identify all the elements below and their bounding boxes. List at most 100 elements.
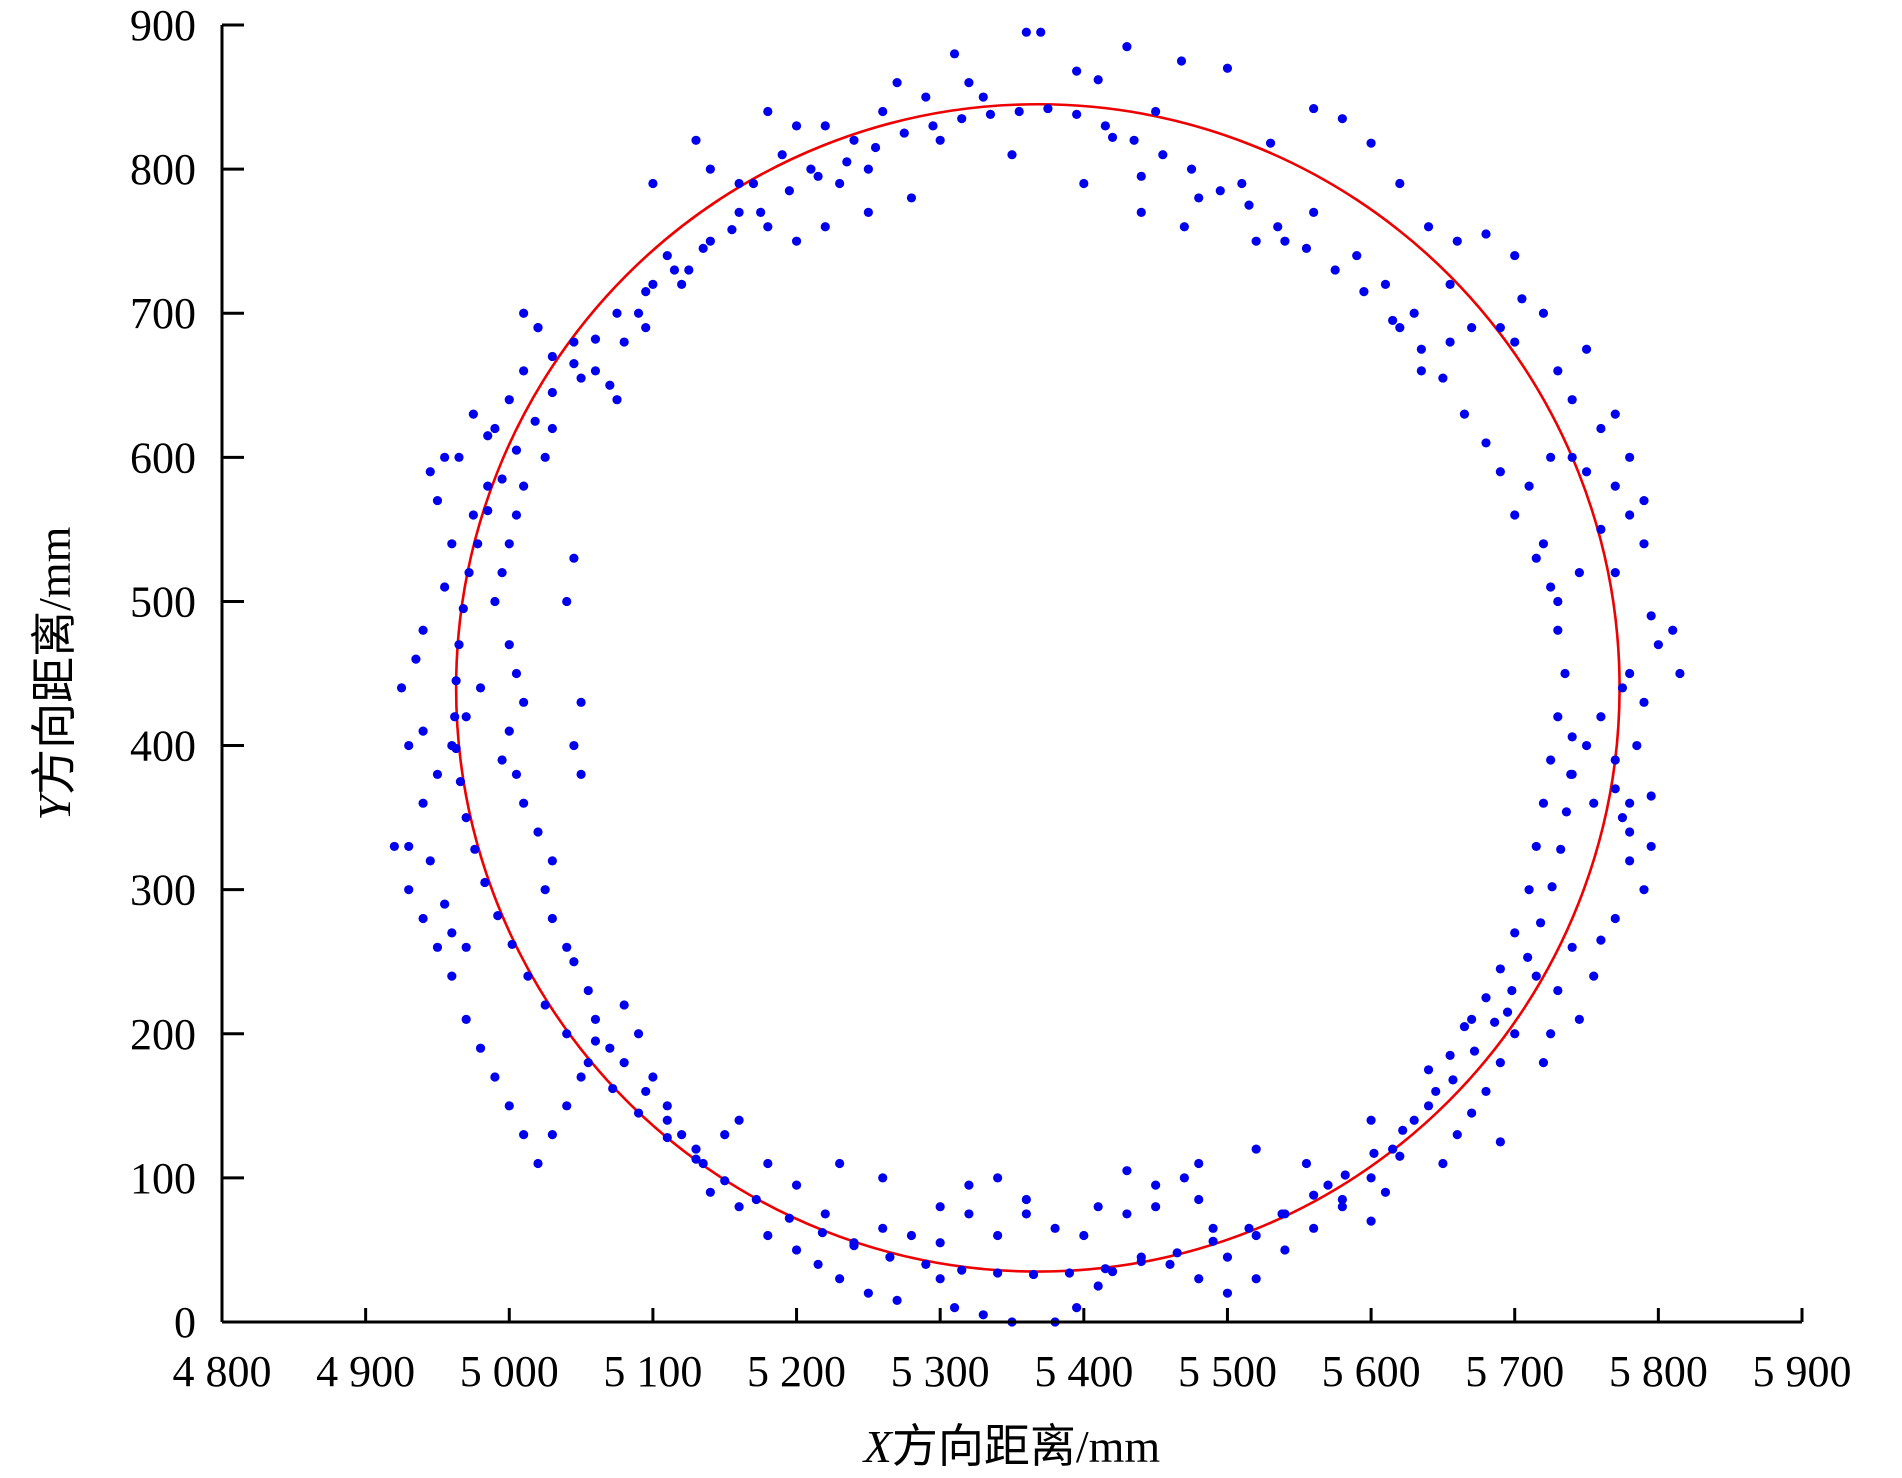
data-point <box>748 178 759 189</box>
data-point <box>964 1209 974 1219</box>
data-point <box>1567 395 1577 405</box>
y-tick-label: 500 <box>130 577 196 626</box>
data-point <box>576 697 586 707</box>
data-point <box>562 1101 572 1111</box>
data-point <box>1535 918 1546 928</box>
data-point <box>1280 1245 1290 1255</box>
y-axis-title-rest: 方向距离/mm <box>29 526 80 795</box>
data-point <box>677 279 687 289</box>
data-point <box>684 265 694 275</box>
data-point <box>985 109 996 119</box>
data-point <box>1251 1230 1261 1241</box>
data-point <box>1151 106 1161 117</box>
data-point <box>569 337 579 347</box>
data-point <box>1546 452 1556 462</box>
data-point <box>669 265 680 275</box>
data-point <box>906 193 917 203</box>
x-axis-title: X方向距离/mm <box>862 1421 1161 1472</box>
data-point <box>1546 755 1556 765</box>
data-point <box>533 323 543 333</box>
data-point <box>1567 732 1577 742</box>
data-point <box>519 697 529 707</box>
data-point <box>583 1058 593 1068</box>
data-point <box>475 683 486 693</box>
data-point <box>820 222 830 232</box>
data-point <box>540 885 550 895</box>
data-point <box>1452 1130 1462 1140</box>
data-point <box>1366 1173 1376 1183</box>
data-point <box>1021 1194 1031 1205</box>
data-point <box>1490 1017 1500 1027</box>
data-point <box>705 164 715 174</box>
data-point <box>1194 1274 1204 1284</box>
data-point <box>605 380 615 390</box>
data-point <box>569 359 579 369</box>
data-point <box>835 1274 845 1284</box>
data-point <box>475 1043 486 1053</box>
data-point <box>440 899 450 909</box>
data-point <box>533 1158 543 1169</box>
data-point <box>849 135 859 145</box>
data-point <box>1122 42 1132 52</box>
data-point <box>1172 1248 1182 1258</box>
data-point <box>396 683 407 693</box>
data-point <box>493 911 503 921</box>
data-point <box>698 243 708 253</box>
data-point <box>1395 323 1405 333</box>
data-point <box>1136 171 1146 181</box>
data-point <box>1151 1180 1161 1190</box>
data-point <box>1553 366 1563 376</box>
data-point <box>662 1101 672 1111</box>
data-point <box>404 841 414 852</box>
data-point <box>418 625 428 635</box>
data-point <box>1280 236 1290 246</box>
data-point <box>1675 668 1685 679</box>
data-point <box>662 1115 672 1125</box>
data-point <box>1179 1173 1189 1183</box>
data-point <box>763 1158 773 1169</box>
data-point <box>734 1202 744 1212</box>
data-point <box>1596 712 1606 722</box>
data-point <box>519 798 529 808</box>
data-point <box>633 1108 644 1118</box>
data-point <box>1646 841 1656 852</box>
x-tick-label: 4 800 <box>173 1347 272 1396</box>
data-point <box>1510 928 1520 938</box>
data-point <box>1222 1288 1233 1298</box>
data-point <box>1129 135 1139 145</box>
data-point <box>547 423 557 434</box>
x-tick-label: 5 100 <box>603 1347 702 1396</box>
data-point <box>662 250 672 261</box>
data-point <box>1481 993 1491 1003</box>
data-point <box>519 481 529 491</box>
data-point <box>1510 510 1520 520</box>
data-point <box>1337 1194 1347 1205</box>
y-tick-label: 0 <box>174 1298 196 1347</box>
data-point <box>978 92 988 102</box>
data-point <box>1517 294 1527 304</box>
data-point <box>497 568 507 578</box>
data-point <box>450 712 460 722</box>
data-point <box>763 222 773 232</box>
x-tick-label: 5 300 <box>891 1347 990 1396</box>
data-point <box>1495 1058 1505 1068</box>
data-point <box>507 939 517 950</box>
data-point <box>562 596 572 607</box>
data-point <box>1625 827 1635 837</box>
data-point <box>547 387 557 398</box>
data-point <box>1639 539 1649 549</box>
data-point <box>1546 582 1556 592</box>
data-point <box>993 1268 1003 1278</box>
data-point <box>1495 1137 1505 1147</box>
data-point <box>1531 553 1541 563</box>
data-point <box>497 474 507 484</box>
y-tick-label: 900 <box>130 1 196 50</box>
data-point <box>511 445 522 455</box>
fitted-circle <box>454 102 1621 1273</box>
data-point <box>1273 222 1283 232</box>
data-point <box>454 452 464 462</box>
data-point <box>928 121 938 131</box>
data-point <box>1596 423 1606 434</box>
data-point <box>1639 495 1649 506</box>
data-point <box>1151 1202 1161 1212</box>
